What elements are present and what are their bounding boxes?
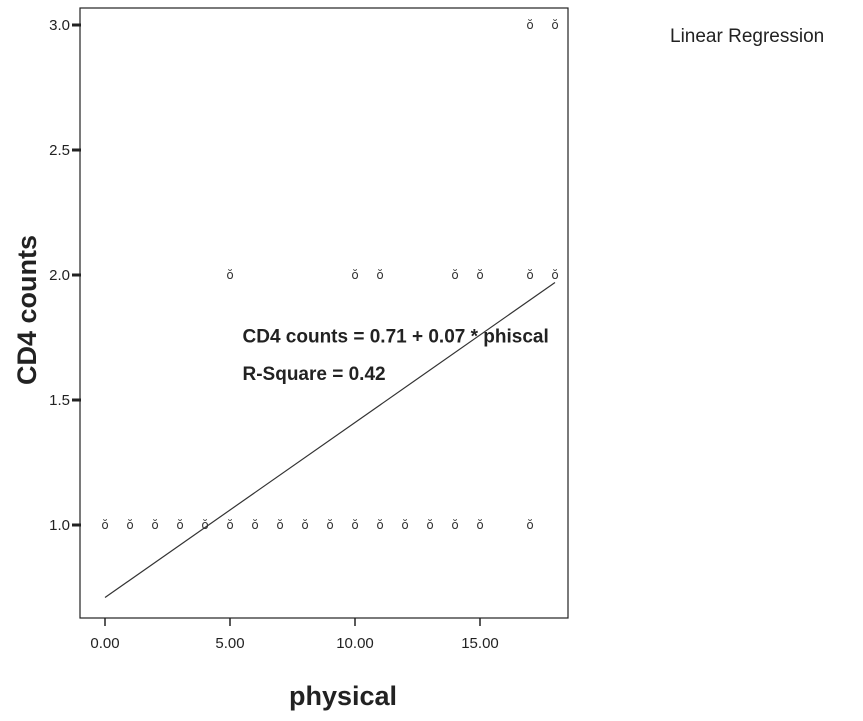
data-point: ŏ bbox=[226, 268, 233, 282]
data-point: ŏ bbox=[301, 518, 308, 532]
fit-line bbox=[104, 282, 556, 598]
data-point: ŏ bbox=[351, 268, 358, 282]
data-point: ŏ bbox=[476, 268, 483, 282]
x-axis: 0.00 5.00 10.00 15.00 bbox=[90, 618, 499, 652]
data-point: ŏ bbox=[176, 518, 183, 532]
data-point: ŏ bbox=[526, 18, 533, 32]
x-tick-label: 10.00 bbox=[336, 635, 374, 652]
y-tick-label: 3.0 bbox=[49, 17, 70, 34]
data-point: ŏ bbox=[326, 518, 333, 532]
annotations: CD4 counts = 0.71 + 0.07 * phiscal R-Squa… bbox=[243, 327, 549, 386]
data-points: ŏ ŏ ŏ ŏ ŏ ŏ ŏ ŏ ŏ ŏ ŏ ŏ ŏ ŏ ŏ ŏ ŏ ŏ ŏ ŏ ŏ ŏ ŏ ŏ ŏ ŏ bbox=[101, 18, 558, 532]
regression-fit bbox=[104, 282, 556, 598]
plot-border bbox=[79, 7, 569, 619]
data-point: ŏ bbox=[201, 518, 208, 532]
data-point: ŏ bbox=[151, 518, 158, 532]
plot-frame bbox=[79, 7, 569, 619]
data-point: ŏ bbox=[101, 518, 108, 532]
legend-title: Linear Regression bbox=[670, 26, 824, 47]
data-point: ŏ bbox=[476, 518, 483, 532]
data-point: ŏ bbox=[276, 518, 283, 532]
x-tick-label: 5.00 bbox=[215, 635, 244, 652]
y-tick-label: 1.5 bbox=[49, 392, 70, 409]
data-point: ŏ bbox=[426, 518, 433, 532]
y-tick-label: 2.5 bbox=[49, 142, 70, 159]
data-point: ŏ bbox=[451, 518, 458, 532]
data-point: ŏ bbox=[526, 268, 533, 282]
data-point: ŏ bbox=[401, 518, 408, 532]
y-tick-label: 1.0 bbox=[49, 517, 70, 534]
x-tick-label: 0.00 bbox=[90, 635, 119, 652]
data-point: ŏ bbox=[126, 518, 133, 532]
data-point: ŏ bbox=[376, 518, 383, 532]
x-axis-title: physical bbox=[289, 681, 397, 711]
y-axis-title: CD4 counts bbox=[12, 235, 42, 385]
y-axis: 1.0 1.5 2.0 2.5 3.0 bbox=[49, 17, 81, 534]
data-point: ŏ bbox=[451, 268, 458, 282]
x-tick-label: 15.00 bbox=[461, 635, 499, 652]
y-tick-label: 2.0 bbox=[49, 267, 70, 284]
data-point: ŏ bbox=[351, 518, 358, 532]
data-point: ŏ bbox=[251, 518, 258, 532]
annotation-text: CD4 counts = 0.71 + 0.07 * phiscal bbox=[243, 327, 549, 348]
annotation-text: R-Square = 0.42 bbox=[243, 364, 386, 385]
data-point: ŏ bbox=[376, 268, 383, 282]
data-point: ŏ bbox=[526, 518, 533, 532]
data-point: ŏ bbox=[551, 18, 558, 32]
data-point: ŏ bbox=[551, 268, 558, 282]
data-point: ŏ bbox=[226, 518, 233, 532]
